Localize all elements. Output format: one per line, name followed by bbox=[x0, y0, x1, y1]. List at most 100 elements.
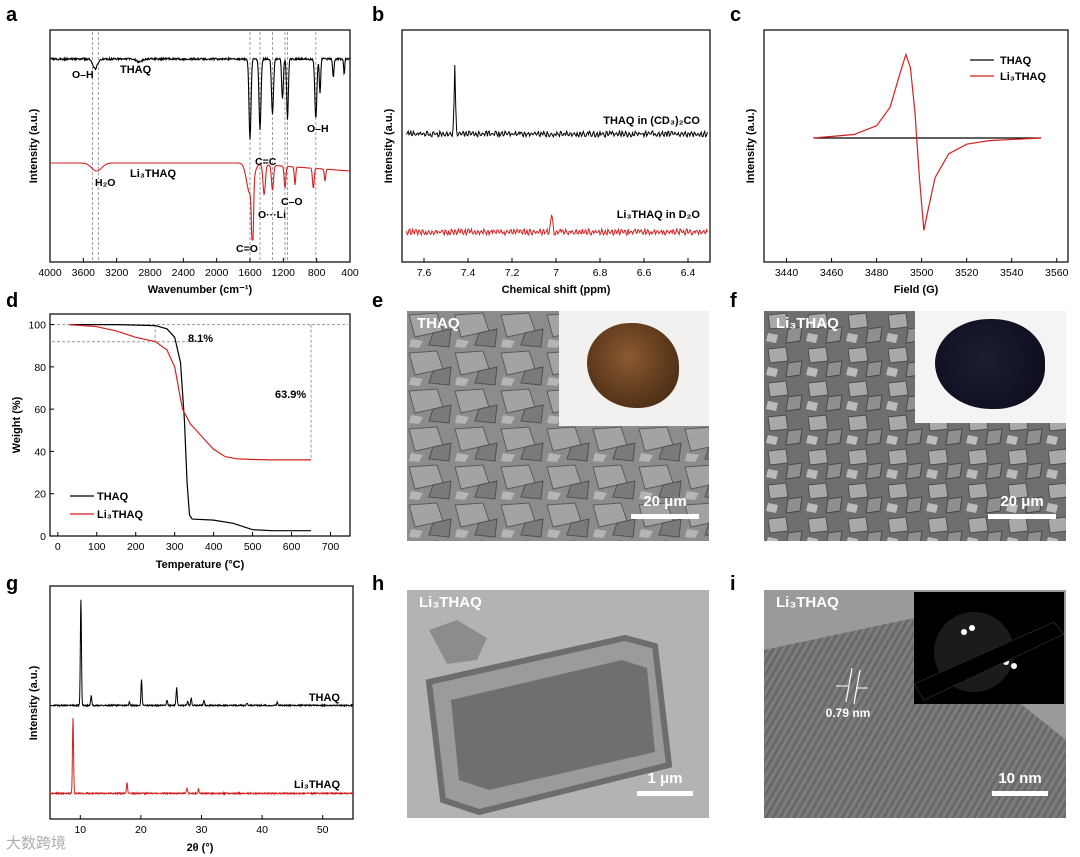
panel-label-d: d bbox=[6, 290, 19, 312]
x-axis-tick-label: 100 bbox=[88, 541, 106, 553]
annotation-oh-2: O–H bbox=[307, 123, 329, 135]
annotation-mass-loss-1: 8.1% bbox=[188, 333, 213, 345]
x-axis-tick-label: 300 bbox=[166, 541, 184, 553]
hrtem-image: Li₃THAQ 0.79 nm 10 nm bbox=[764, 590, 1066, 818]
nmr-chart: 7.6 7.4 7.2 7 6.8 6.6 6.4 THAQ in (CD₃)₂CO Li₃… bbox=[383, 29, 711, 296]
series-line-li3thaq bbox=[405, 214, 708, 237]
series-label-li3thaq: Li₃THAQ in D₂O bbox=[617, 209, 701, 221]
series-line-thaq bbox=[49, 599, 354, 708]
series-line-thaq bbox=[49, 55, 351, 140]
x-axis-tick-label: 700 bbox=[322, 541, 340, 553]
series-line-thaq bbox=[69, 324, 311, 532]
panel-label-e: e bbox=[372, 290, 384, 312]
scale-bar-h bbox=[637, 791, 693, 796]
x-axis-tick-label: 7.4 bbox=[461, 267, 476, 279]
series-line-li3thaq bbox=[50, 162, 350, 241]
panel-label-i: i bbox=[730, 573, 736, 595]
y-axis-tick-label: 60 bbox=[34, 404, 46, 416]
x-axis-tick-label: 2400 bbox=[172, 267, 196, 279]
y-axis-label: Intensity (a.u.) bbox=[383, 108, 395, 183]
x-axis-label: Temperature (°C) bbox=[156, 559, 245, 571]
annotation-mass-loss-2: 63.9% bbox=[275, 389, 306, 401]
x-axis-tick-label: 200 bbox=[127, 541, 145, 553]
y-axis-label: Weight (%) bbox=[11, 396, 23, 453]
x-axis-tick-label: 50 bbox=[317, 824, 329, 836]
scale-label-i: 10 nm bbox=[998, 770, 1042, 787]
x-axis-tick-label: 3600 bbox=[72, 267, 96, 279]
scale-label-f: 20 μm bbox=[1000, 493, 1044, 510]
x-axis-tick-label: 20 bbox=[135, 824, 147, 836]
x-axis-tick-label: 6.6 bbox=[637, 267, 652, 279]
x-axis-tick-label: 3500 bbox=[910, 267, 934, 279]
diffraction-pattern bbox=[913, 612, 1065, 701]
epr-chart: 3440 3460 3480 3500 3520 3540 3560 THAQ Li₃THA… bbox=[745, 29, 1069, 296]
x-axis-tick-label: 3480 bbox=[865, 267, 889, 279]
x-axis-tick-label: 2000 bbox=[205, 267, 229, 279]
x-axis-tick-label: 500 bbox=[244, 541, 262, 553]
y-axis-tick-label: 20 bbox=[34, 489, 46, 501]
series-line-li3thaq bbox=[813, 52, 1042, 231]
x-axis-tick-label: 400 bbox=[205, 541, 223, 553]
x-axis-tick-label: 3540 bbox=[1000, 267, 1024, 279]
x-axis-tick-label: 1200 bbox=[272, 267, 296, 279]
x-axis-tick-label: 6.8 bbox=[593, 267, 608, 279]
series-line-li3thaq bbox=[69, 324, 311, 461]
annotation-oh: O–H bbox=[72, 69, 94, 81]
image-tag-f: Li₃THAQ bbox=[776, 315, 839, 332]
x-axis-tick-label: 400 bbox=[341, 267, 359, 279]
image-tag-i: Li₃THAQ bbox=[776, 594, 839, 611]
ftir-chart: 4000 3600 3200 2800 2400 2000 1600 1200 800 400 T… bbox=[28, 29, 359, 296]
series-label-thaq: THAQ in (CD₃)₂CO bbox=[603, 115, 700, 127]
x-axis-label: Chemical shift (ppm) bbox=[502, 284, 611, 296]
panel-label-a: a bbox=[6, 4, 18, 26]
image-tag-e: THAQ bbox=[417, 315, 460, 332]
y-axis-tick-label: 0 bbox=[40, 531, 46, 543]
scale-bar-e bbox=[631, 514, 699, 519]
scale-label-e: 20 μm bbox=[643, 493, 687, 510]
x-axis-label: Wavenumber (cm⁻¹) bbox=[148, 284, 253, 296]
scale-label-h: 1 μm bbox=[647, 770, 683, 787]
x-axis-tick-label: 7.2 bbox=[505, 267, 520, 279]
image-tag-h: Li₃THAQ bbox=[419, 594, 482, 611]
x-axis-tick-label: 2800 bbox=[138, 267, 162, 279]
y-axis-tick-label: 100 bbox=[28, 320, 46, 332]
tem-image: Li₃THAQ 1 μm bbox=[407, 590, 709, 818]
sem-image-thaq: THAQ 20 μm bbox=[407, 311, 709, 541]
x-axis-tick-label: 3520 bbox=[955, 267, 979, 279]
x-axis-tick-label: 40 bbox=[256, 824, 268, 836]
panel-label-f: f bbox=[730, 290, 737, 312]
x-axis-tick-label: 7 bbox=[553, 267, 559, 279]
y-axis-label: Intensity (a.u.) bbox=[28, 108, 40, 183]
x-axis-label: Field (G) bbox=[894, 284, 939, 296]
watermark: 大数跨境 bbox=[6, 835, 67, 852]
powder-thaq bbox=[587, 323, 679, 408]
legend-label-thaq: THAQ bbox=[1000, 55, 1032, 67]
annotation-h2o: H₂O bbox=[95, 177, 115, 189]
annotation-cc: C=C bbox=[255, 156, 277, 168]
annotation-c-o-double: C=O bbox=[236, 243, 258, 255]
scale-bar-i bbox=[992, 791, 1048, 796]
x-axis-tick-label: 7.6 bbox=[417, 267, 432, 279]
y-axis-tick-label: 40 bbox=[34, 446, 46, 458]
annotation-oli: O···Li bbox=[258, 209, 286, 221]
series-line-li3thaq bbox=[49, 718, 354, 796]
x-axis-tick-label: 1600 bbox=[238, 267, 262, 279]
y-axis-tick-label: 80 bbox=[34, 362, 46, 374]
series-line-thaq bbox=[405, 64, 708, 139]
panel-label-g: g bbox=[6, 573, 19, 595]
panel-label-b: b bbox=[372, 4, 385, 26]
legend-label-thaq: THAQ bbox=[97, 491, 129, 503]
y-axis-label: Intensity (a.u.) bbox=[28, 665, 40, 740]
legend-label-li3thaq: Li₃THAQ bbox=[1000, 71, 1046, 83]
x-axis-tick-label: 10 bbox=[74, 824, 86, 836]
tem-particle bbox=[407, 590, 709, 818]
series-label-thaq: THAQ bbox=[120, 64, 152, 76]
annotation-co: C–O bbox=[281, 196, 303, 208]
x-axis-tick-label: 4000 bbox=[38, 267, 62, 279]
photo-inset-thaq bbox=[559, 311, 709, 426]
x-axis-tick-label: 3440 bbox=[775, 267, 799, 279]
legend-label-li3thaq: Li₃THAQ bbox=[97, 509, 143, 521]
x-axis-tick-label: 30 bbox=[196, 824, 208, 836]
x-axis-tick-label: 3460 bbox=[820, 267, 844, 279]
